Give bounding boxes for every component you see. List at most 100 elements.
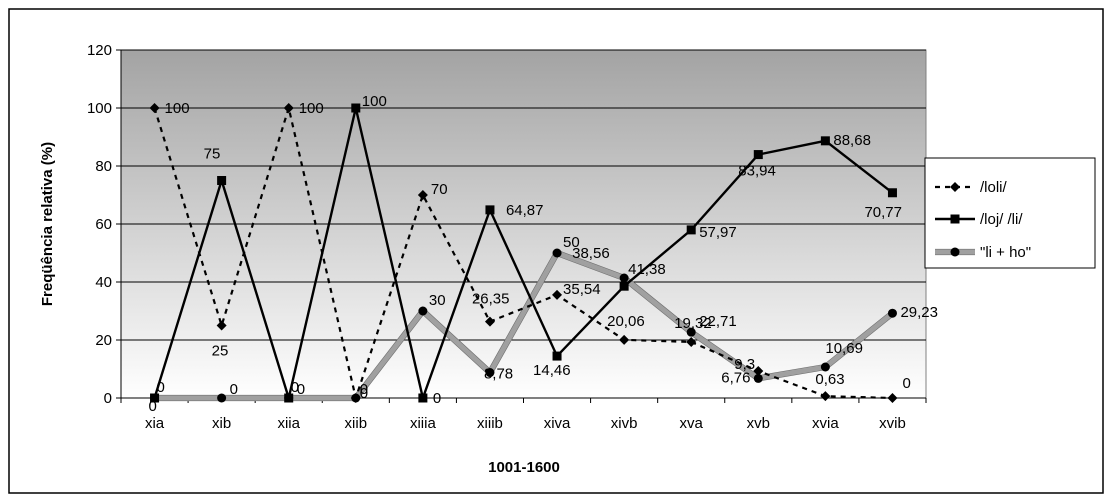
series-2-point-xvb xyxy=(753,150,763,160)
series-2-point-xiib xyxy=(351,103,361,113)
data-label-series-2: 0 xyxy=(433,390,441,407)
data-label-series-1: 70 xyxy=(431,181,448,198)
series-1-point-xivb xyxy=(619,334,630,345)
x-tick-label-xia: xia xyxy=(145,415,165,432)
data-label-series-3: 22,71 xyxy=(699,313,737,330)
y-tick-label: 80 xyxy=(95,158,112,175)
legend: /loli/ /loj/ /li/ "li + ho" xyxy=(924,157,1096,269)
y-tick-label: 0 xyxy=(104,390,112,407)
x-tick-label-xib: xib xyxy=(212,415,231,432)
data-label-series-1: 0 xyxy=(360,385,368,402)
x-tick-label-xva: xva xyxy=(680,415,704,432)
series-1-point-xvb xyxy=(753,366,764,377)
series-2-point-xiia xyxy=(284,393,294,403)
legend-label-3: "li + ho" xyxy=(980,244,1031,261)
y-tick-label: 120 xyxy=(87,42,112,59)
legend-label-2: /loj/ /li/ xyxy=(980,211,1023,228)
data-label-series-1: 0,63 xyxy=(815,371,844,388)
y-tick-label: 100 xyxy=(87,100,112,117)
series-2-point-xva xyxy=(686,225,696,235)
data-label-series-3: 6,76 xyxy=(721,369,750,386)
series-2-point-xib xyxy=(217,176,227,185)
data-label-series-2: 100 xyxy=(362,93,387,110)
data-label-series-2: 64,87 xyxy=(506,202,544,219)
data-label-series-1: 20,06 xyxy=(607,313,645,330)
series-2-point-xiva xyxy=(552,351,562,361)
series-1-point-xiiia xyxy=(417,190,428,200)
series-1-point-xiia xyxy=(283,103,294,113)
series-2-point-xvia xyxy=(820,136,830,146)
data-label-series-1: 35,54 xyxy=(563,281,601,298)
data-label-series-1: 0 xyxy=(902,375,910,392)
x-tick-label-xiib: xiib xyxy=(345,415,368,432)
data-label-series-2: 57,97 xyxy=(699,224,737,241)
data-label-series-2: 70,77 xyxy=(864,204,902,221)
series-line-3 xyxy=(154,249,895,401)
y-tick-label: 40 xyxy=(95,274,112,291)
data-label-series-3: 10,69 xyxy=(825,340,863,357)
data-label-series-3: 0 xyxy=(149,398,157,415)
series-1-point-xiib xyxy=(350,393,361,403)
data-label-series-1: 26,35 xyxy=(472,291,510,308)
data-label-series-3: 29,23 xyxy=(900,304,938,321)
data-label-series-3: 0 xyxy=(360,381,368,398)
x-tick-label-xiva: xiva xyxy=(544,415,571,432)
series-1-point-xvib xyxy=(887,393,898,403)
data-label-series-3: 50 xyxy=(563,234,580,251)
series-line-2 xyxy=(153,107,894,403)
data-label-series-3: 0 xyxy=(297,381,305,398)
legend-marker-3 xyxy=(950,247,960,257)
data-label-series-1: 100 xyxy=(165,100,190,117)
series-2-point-xivb xyxy=(619,281,629,291)
series-3-point-xivb xyxy=(619,273,629,283)
series-1-point-xia xyxy=(149,103,160,113)
x-tick-label-xiiia: xiiia xyxy=(410,415,436,432)
y-axis-title: Freqüência relativa (%) xyxy=(39,142,56,306)
data-label-series-2: 0 xyxy=(291,379,299,396)
series-1-point-xib xyxy=(216,320,227,331)
data-label-series-1: 25 xyxy=(212,343,229,360)
x-tick-label-xvia: xvia xyxy=(812,415,839,432)
data-label-series-3: 0 xyxy=(230,381,238,398)
series-3-point-xva xyxy=(686,327,696,337)
series-3-point-xiiib xyxy=(485,368,495,378)
series-2-point-xvib xyxy=(887,188,897,198)
data-label-series-1: 9,3 xyxy=(734,356,755,373)
series-3-point-xib xyxy=(217,393,227,403)
x-tick-label-xvib: xvib xyxy=(879,415,906,432)
series-1-point-xiiib xyxy=(484,316,495,327)
series-2-point-xiiib xyxy=(485,205,495,215)
x-tick-label-xiiib: xiiib xyxy=(477,415,503,432)
x-axis-title: 1001-1600 xyxy=(488,459,560,476)
data-label-series-3: 41,38 xyxy=(628,261,666,278)
x-tick-label-xivb: xivb xyxy=(611,415,638,432)
data-label-series-2: 14,46 xyxy=(533,362,571,379)
x-tick-label-xvb: xvb xyxy=(747,415,770,432)
series-1-point-xva xyxy=(686,336,697,347)
series-3-point-xiva xyxy=(552,248,562,258)
data-label-series-2: 75 xyxy=(204,146,221,163)
legend-label-1: /loli/ xyxy=(980,179,1008,196)
data-label-series-1: 100 xyxy=(299,100,324,117)
series-1-point-xiva xyxy=(552,289,563,300)
y-tick-label: 20 xyxy=(95,332,112,349)
data-label-series-3: 8,78 xyxy=(484,366,513,383)
series-3-point-xvb xyxy=(753,373,763,383)
data-label-series-2: 88,68 xyxy=(833,132,871,149)
series-1-point-xvia xyxy=(820,391,831,402)
data-label-series-1: 19,32 xyxy=(674,315,712,332)
y-tick-label: 60 xyxy=(95,216,112,233)
x-tick-label-xiia: xiia xyxy=(277,415,300,432)
data-label-series-2: 83,94 xyxy=(738,163,776,180)
data-label-series-2: 38,56 xyxy=(572,245,610,262)
data-label-series-2: 0 xyxy=(157,379,165,396)
series-2-point-xiiia xyxy=(418,393,428,403)
data-label-series-3: 30 xyxy=(429,292,446,309)
series-3-point-xvia xyxy=(820,362,830,372)
series-2-point-xia xyxy=(150,393,160,403)
legend-marker-1 xyxy=(950,182,960,192)
series-3-point-xiiia xyxy=(418,306,428,316)
legend-marker-2 xyxy=(950,214,960,224)
